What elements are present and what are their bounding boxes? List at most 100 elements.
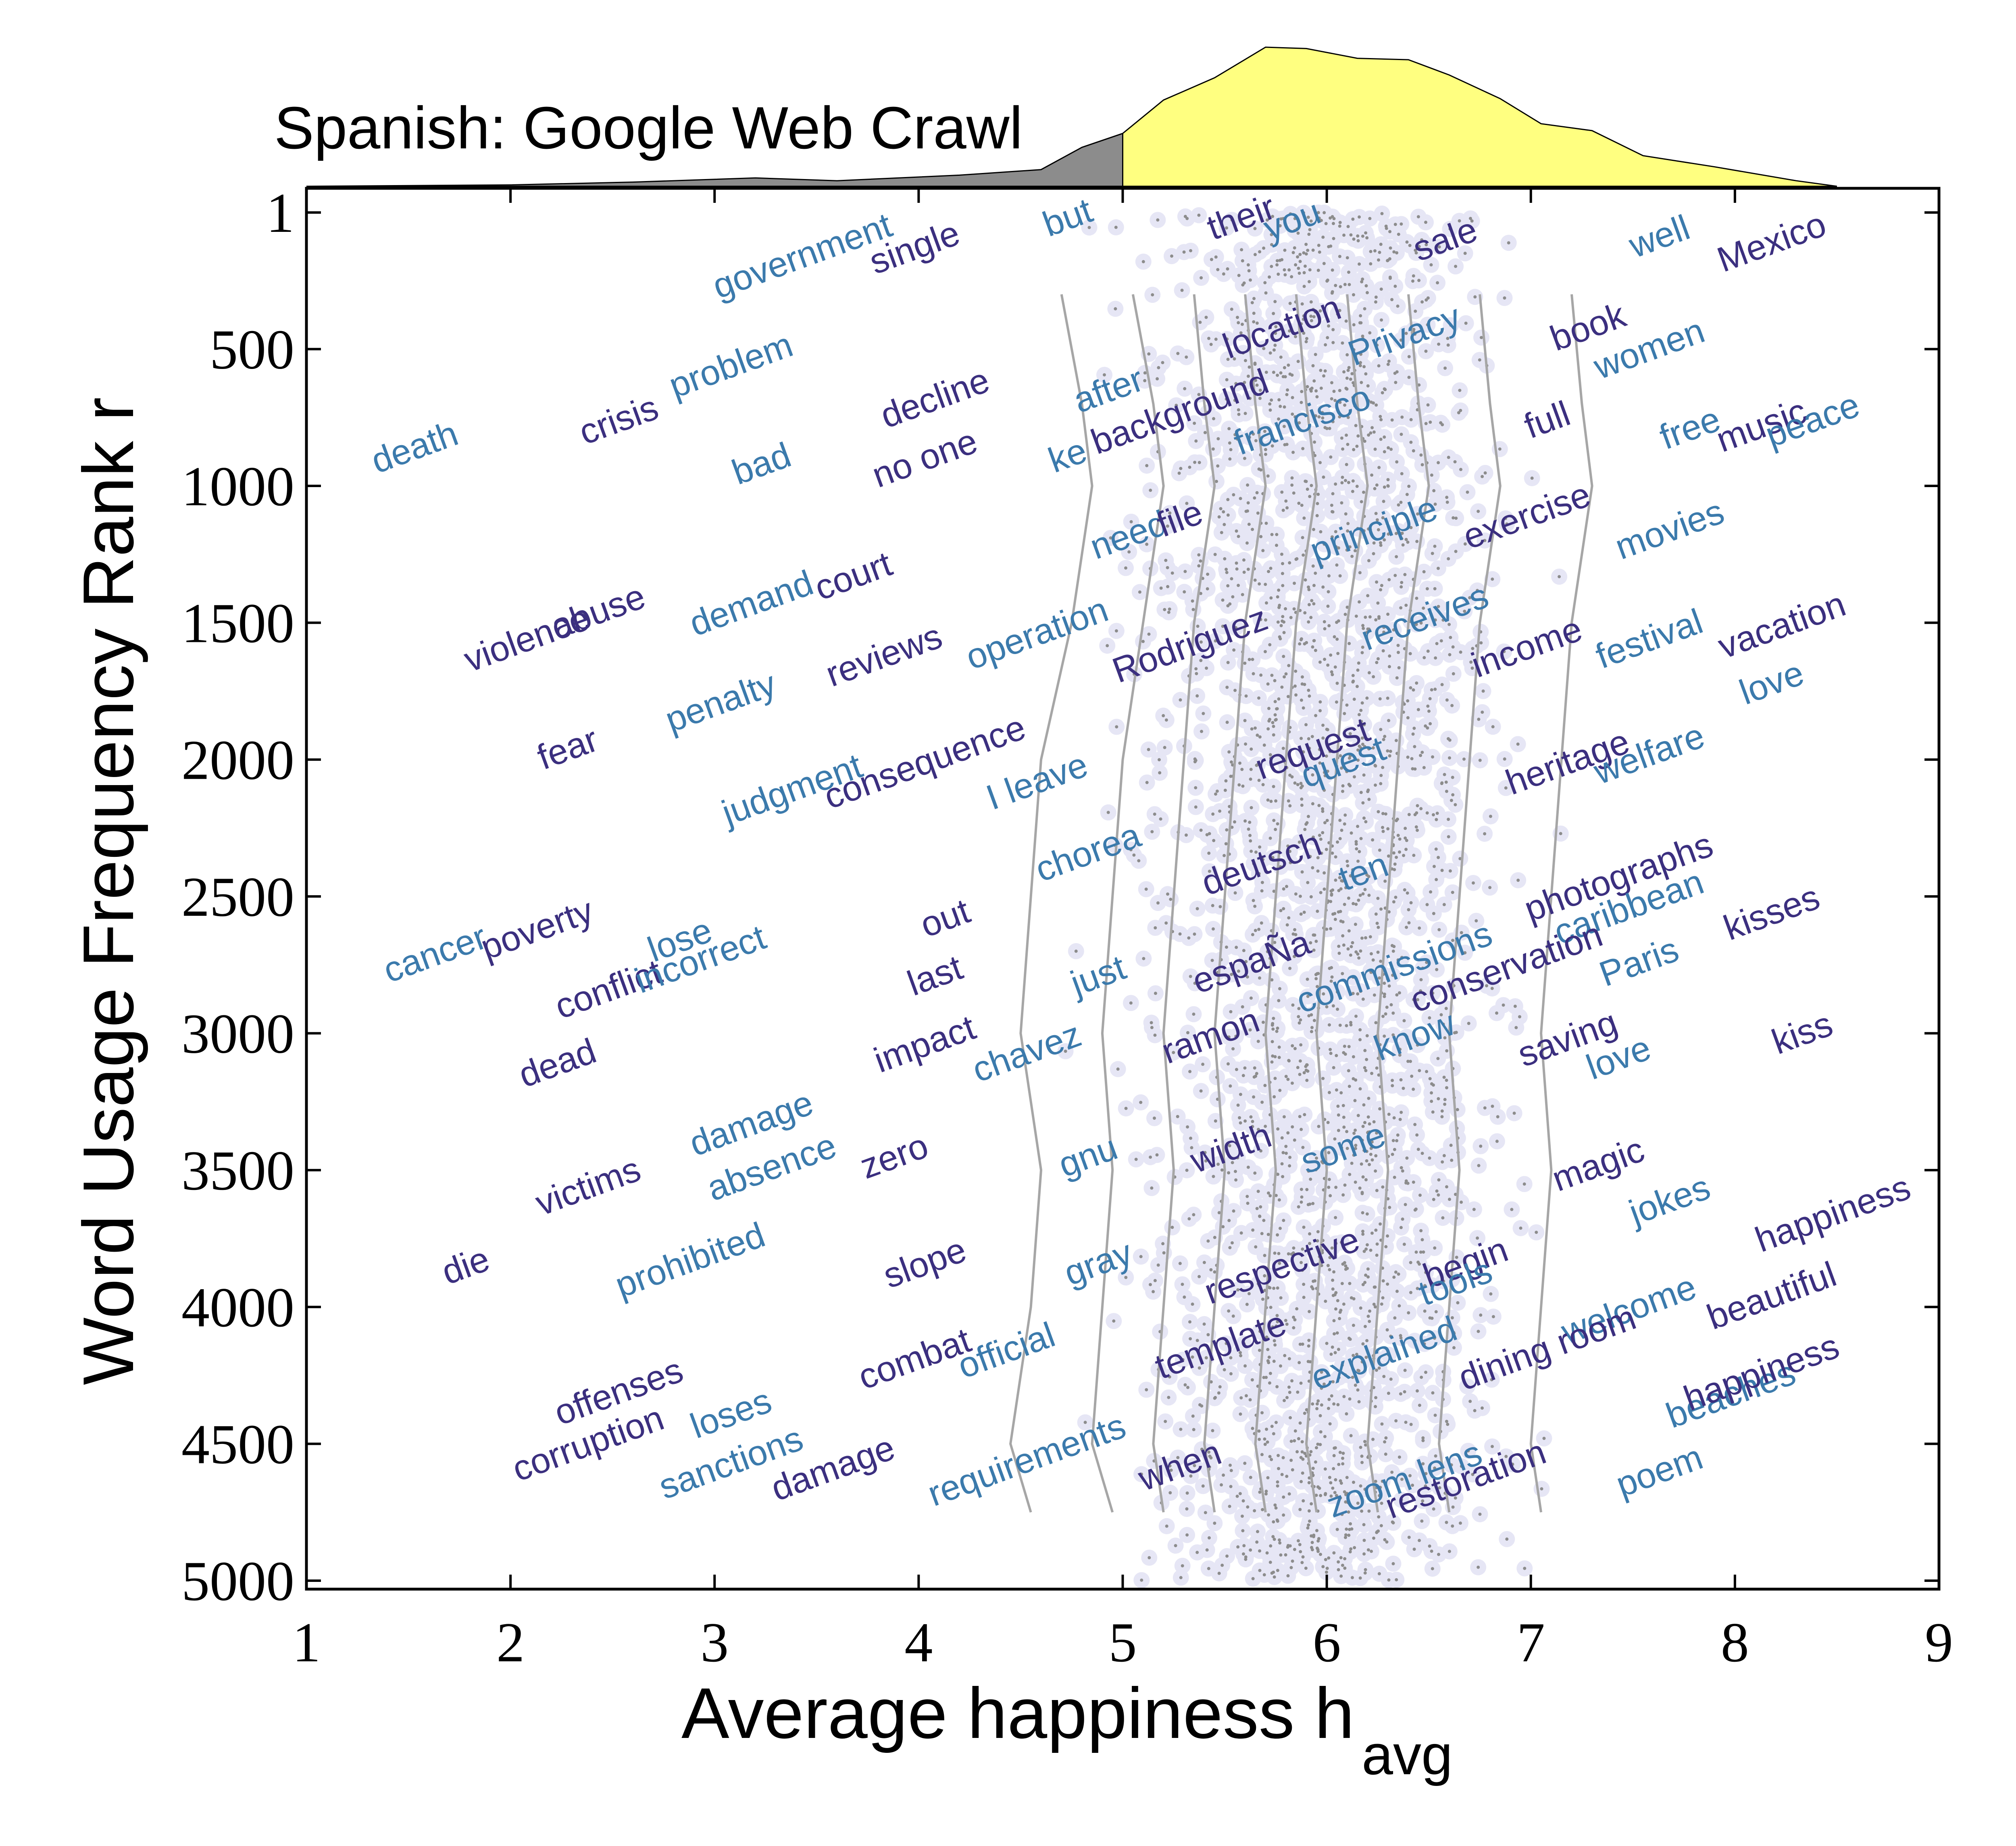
word-point: [1491, 725, 1495, 729]
word-point: [1256, 511, 1260, 515]
word-point: [1166, 566, 1169, 569]
word-point: [1176, 1115, 1179, 1118]
word-point: [1308, 603, 1311, 606]
word-point: [1346, 947, 1350, 951]
word-point: [1383, 992, 1386, 996]
word-point: [1429, 722, 1432, 725]
word-point: [1279, 624, 1283, 627]
word-point: [1298, 253, 1302, 256]
word-point: [1336, 840, 1339, 844]
word-point: [1304, 265, 1307, 268]
word-point: [1161, 361, 1164, 365]
word-point: [1231, 1314, 1235, 1318]
word-point: [1362, 1552, 1366, 1556]
word-point: [1147, 748, 1150, 751]
word-point: [1310, 599, 1314, 602]
word-point: [1316, 909, 1319, 913]
word-point: [1426, 649, 1430, 653]
word-point: [1293, 246, 1296, 250]
word-point: [1300, 1188, 1303, 1191]
word-point: [1237, 583, 1240, 587]
word-point: [1334, 1216, 1337, 1219]
word-point: [1193, 760, 1197, 764]
word-point: [1250, 1378, 1254, 1381]
word-point: [1449, 635, 1452, 639]
word-point: [1211, 812, 1215, 816]
word-point: [1275, 1029, 1279, 1033]
word-point: [1207, 1567, 1210, 1570]
word-point: [1437, 461, 1440, 465]
word-point: [1348, 1282, 1352, 1285]
word-point: [1311, 564, 1315, 568]
word-point: [1315, 1407, 1319, 1411]
word-point: [1306, 1203, 1310, 1206]
word-point: [1264, 1490, 1268, 1493]
word-point: [1449, 1144, 1453, 1147]
word-point: [1535, 1231, 1538, 1234]
word-point: [1350, 831, 1353, 835]
word-point: [1284, 1075, 1288, 1078]
word-point: [1309, 895, 1313, 898]
word-point: [1446, 343, 1450, 347]
word-point: [1249, 839, 1252, 843]
word-point: [1307, 815, 1310, 818]
word-point: [1411, 279, 1414, 283]
word-point: [1451, 775, 1454, 779]
word-point: [1263, 1442, 1267, 1446]
word-point: [1409, 440, 1413, 444]
word-point: [1401, 1169, 1404, 1173]
word-point: [1279, 637, 1282, 641]
word-point: [1348, 1173, 1352, 1176]
word-point: [1163, 608, 1166, 611]
word-point: [1380, 1302, 1383, 1306]
word-point: [1373, 448, 1377, 451]
word-point: [1309, 389, 1313, 393]
word-point: [1164, 921, 1168, 925]
word-point: [1302, 1296, 1306, 1299]
word-point: [1246, 501, 1250, 505]
word-point: [1284, 1319, 1287, 1322]
word-point: [1307, 1481, 1311, 1484]
word-point: [1170, 571, 1174, 575]
word-point: [1294, 558, 1298, 561]
word-point: [1472, 881, 1475, 885]
word-point: [1209, 343, 1213, 346]
word-point: [1277, 697, 1281, 701]
word-point: [1420, 1152, 1424, 1155]
word-point: [1418, 1539, 1421, 1542]
word-point: [1305, 641, 1308, 644]
word-point: [1273, 1503, 1277, 1507]
word-point: [1316, 492, 1320, 496]
word-point: [1316, 1399, 1320, 1403]
word-point: [1287, 799, 1290, 803]
word-point: [1481, 475, 1484, 478]
word-point: [1217, 1571, 1221, 1575]
word-point: [1372, 401, 1375, 405]
word-point: [1300, 1195, 1304, 1199]
word-point: [1400, 1111, 1403, 1114]
word-point: [1318, 250, 1321, 254]
word-point: [1311, 364, 1315, 367]
word-point: [1381, 829, 1385, 833]
word-point: [1335, 681, 1339, 685]
word-point: [1292, 1326, 1295, 1329]
word-point: [1164, 718, 1168, 722]
word-point: [1491, 1104, 1494, 1108]
word-point: [1337, 1568, 1340, 1571]
word-point: [1284, 1553, 1287, 1556]
word-point: [1299, 894, 1302, 898]
word-point: [1464, 321, 1468, 325]
word-point: [1272, 1017, 1275, 1020]
word-point: [1251, 1577, 1255, 1580]
word-point: [1424, 221, 1427, 224]
word-point: [1252, 672, 1255, 675]
word-point: [1278, 987, 1281, 990]
word-point: [1437, 1178, 1441, 1182]
word-point: [1394, 381, 1397, 384]
word-point: [1321, 585, 1325, 589]
word-point: [1350, 945, 1353, 948]
word-point: [1412, 274, 1415, 278]
word-point: [1274, 1506, 1278, 1510]
word-point: [1256, 1040, 1260, 1043]
word-point: [1205, 833, 1209, 837]
